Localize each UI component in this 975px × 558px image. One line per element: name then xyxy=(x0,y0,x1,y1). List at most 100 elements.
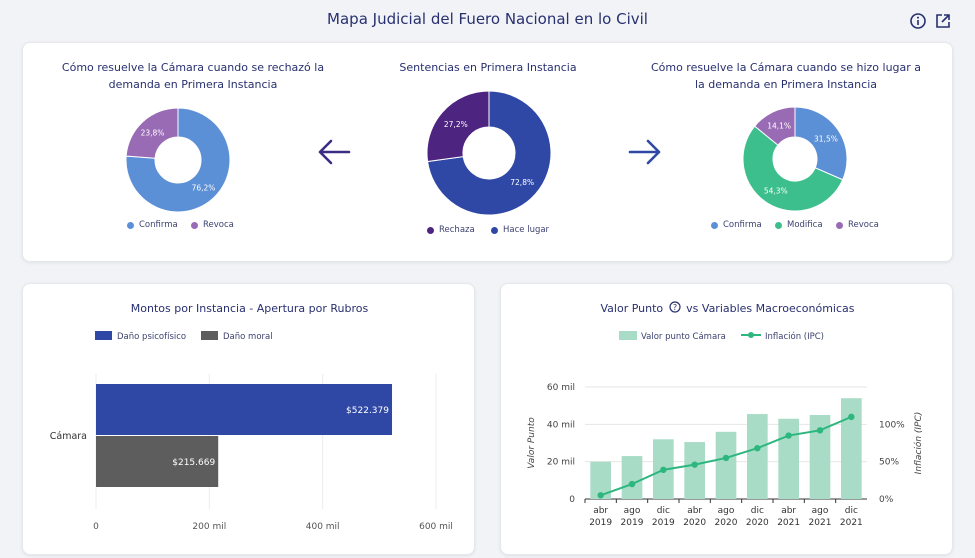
legend-swatch xyxy=(619,331,637,340)
question-icon[interactable]: ? xyxy=(669,301,681,313)
legend-revoca-right[interactable]: Revoca xyxy=(836,220,879,230)
valor-punto-chart: Valor punto Cámara Inflación (IPC) 0 20 mil… xyxy=(527,331,924,528)
left-donut-chart: 76,2% 23,8% xyxy=(125,107,231,213)
y-tick-label: 40 mil xyxy=(547,420,575,430)
inflation-point[interactable] xyxy=(848,413,855,421)
inflation-point[interactable] xyxy=(597,492,604,499)
legend-label[interactable]: Daño moral xyxy=(223,332,273,342)
donut-label: 76,2% xyxy=(192,183,216,192)
valor-punto-title-suffix: vs Variables Macroeconómicas xyxy=(686,302,855,315)
y-tick-label: 0 xyxy=(569,495,575,505)
legend-hace-lugar[interactable]: Hace lugar xyxy=(491,225,549,235)
donut-slice[interactable] xyxy=(427,90,552,216)
left-donut-title-line1: Cómo resuelve la Cámara cuando se rechaz… xyxy=(61,61,325,74)
svg-text:?: ? xyxy=(673,303,677,312)
donut-label: 54,3% xyxy=(764,187,788,196)
donut-label: 72,8% xyxy=(510,178,534,187)
inflation-point[interactable] xyxy=(785,432,792,439)
x-tick-label: 2019 xyxy=(621,518,644,528)
x-tick-label: 2019 xyxy=(652,518,675,528)
bar-label: $522.379 xyxy=(346,406,389,416)
legend-rechaza[interactable]: Rechaza xyxy=(427,225,475,235)
donut-slice[interactable] xyxy=(125,107,179,159)
x-tick-label: ago xyxy=(812,506,829,516)
donut-slice[interactable] xyxy=(426,90,490,163)
x-tick-label: abr xyxy=(781,506,796,516)
legend-label: Modifica xyxy=(787,220,823,230)
inflation-point[interactable] xyxy=(816,427,824,434)
x-tick-label: dic xyxy=(751,506,764,516)
inflation-point[interactable] xyxy=(628,480,636,488)
inflation-point[interactable] xyxy=(722,454,730,462)
x-tick-label: 400 mil xyxy=(306,522,340,532)
legend-label: Hace lugar xyxy=(503,225,550,235)
legend-label: Revoca xyxy=(848,220,879,230)
x-tick-label: 2020 xyxy=(683,518,706,528)
y-axis-title: Valor Punto xyxy=(527,417,537,469)
legend-label[interactable]: Valor punto Cámara xyxy=(641,332,726,342)
category-label: Cámara xyxy=(50,431,87,442)
inflation-point[interactable] xyxy=(660,466,667,474)
donut-slice[interactable] xyxy=(742,125,844,212)
y2-tick-label: 0% xyxy=(879,495,894,505)
bar[interactable] xyxy=(684,442,706,499)
arrow-left-icon xyxy=(318,139,351,165)
x-tick-label: 2019 xyxy=(589,518,612,528)
legend-swatch xyxy=(201,331,218,340)
bar[interactable] xyxy=(96,384,393,435)
valor-punto-title: Valor Punto ? vs Variables Macroeconómic… xyxy=(501,300,954,317)
y2-tick-label: 50% xyxy=(879,458,899,468)
donut-slice[interactable] xyxy=(794,106,848,181)
bar[interactable] xyxy=(840,398,862,499)
external-link-icon[interactable] xyxy=(934,12,952,30)
x-tick-label: 200 mil xyxy=(192,522,226,532)
center-donut-title: Sentencias en Primera Instancia xyxy=(399,61,577,74)
x-tick-label: ago xyxy=(624,506,641,516)
legend-swatch xyxy=(748,332,754,338)
x-tick-label: abr xyxy=(593,506,608,516)
legend-label: Confirma xyxy=(723,220,762,230)
bar[interactable] xyxy=(96,436,219,487)
inflation-point[interactable] xyxy=(691,461,698,468)
donut-label: 14,1% xyxy=(767,122,791,131)
legend-label[interactable]: Inflación (IPC) xyxy=(765,331,824,342)
x-tick-label: 2020 xyxy=(715,518,738,528)
info-icon[interactable] xyxy=(909,12,927,30)
right-donut-title-line2: la demanda en Primera Instancia xyxy=(694,78,877,91)
bar-label: $215.669 xyxy=(172,458,215,468)
legend-modifica[interactable]: Modifica xyxy=(775,220,823,230)
montos-panel: Montos por Instancia - Apertura por Rubr… xyxy=(22,283,475,555)
x-tick-label: 2020 xyxy=(746,518,769,528)
legend-revoca[interactable]: Revoca xyxy=(191,220,234,230)
y-tick-label: 20 mil xyxy=(547,458,575,468)
bar[interactable] xyxy=(590,461,612,499)
right-donut-title-line1: Cómo resuelve la Cámara cuando se hizo l… xyxy=(650,61,922,74)
bar[interactable] xyxy=(809,415,831,499)
montos-title: Montos por Instancia - Apertura por Rubr… xyxy=(130,302,369,315)
right-donut-title: Cómo resuelve la Cámara cuando se hizo l… xyxy=(631,59,941,93)
inflation-point[interactable] xyxy=(754,445,761,452)
x-tick-label: dic xyxy=(845,506,858,516)
x-tick-label: 2021 xyxy=(809,518,832,528)
page-title: Mapa Judicial del Fuero Nacional en lo C… xyxy=(327,10,648,28)
x-tick-label: abr xyxy=(687,506,702,516)
montos-chart: Daño psicofísico Daño moral 0 200 mil 400 mi… xyxy=(50,331,453,532)
arrow-right-icon xyxy=(628,139,661,165)
bar[interactable] xyxy=(715,431,737,499)
x-tick-label: 2021 xyxy=(840,518,863,528)
legend-label: Confirma xyxy=(139,220,178,230)
bar[interactable] xyxy=(746,414,768,499)
x-tick-label: dic xyxy=(657,506,670,516)
valor-punto-panel: Valor Punto ? vs Variables Macroeconómic… xyxy=(500,283,953,555)
valor-punto-title-text: Valor Punto xyxy=(600,302,664,315)
legend-label: Revoca xyxy=(203,220,234,230)
center-donut-chart: 72,8% 27,2% xyxy=(426,90,552,216)
left-donut-title: Cómo resuelve la Cámara cuando se rechaz… xyxy=(33,59,353,93)
donut-slice[interactable] xyxy=(753,106,796,146)
bar[interactable] xyxy=(778,418,800,499)
legend-confirma-right[interactable]: Confirma xyxy=(711,220,762,230)
legend-confirma[interactable]: Confirma xyxy=(127,220,178,230)
donut-slice[interactable] xyxy=(125,107,231,213)
legend-label[interactable]: Daño psicofísico xyxy=(117,332,186,342)
bar[interactable] xyxy=(621,456,643,499)
